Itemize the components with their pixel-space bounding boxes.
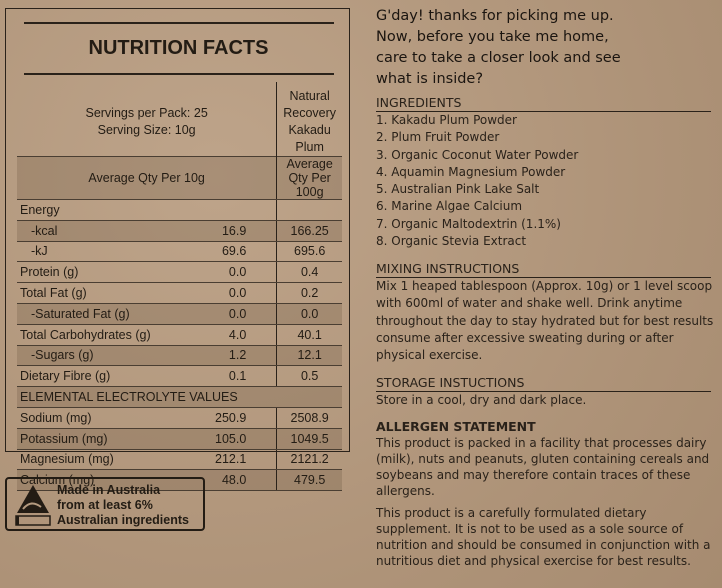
table-row: Energy	[17, 199, 342, 221]
value-per-100g: 2508.9	[276, 407, 342, 429]
ingredient-item: 3. Organic Coconut Water Powder	[376, 147, 579, 162]
serving-size: Serving Size: 10g	[97, 123, 196, 137]
value-per-serving: 0.0	[212, 261, 278, 284]
made-in-australia-badge: Made in Australia from at least 6% Austral…	[5, 477, 205, 531]
value-per-serving: 4.0	[212, 324, 278, 346]
greeting-line: G'day! thanks for picking me up.	[376, 8, 614, 24]
value-per-100g: 0.2	[276, 282, 342, 304]
value-per-serving: 250.9	[212, 407, 278, 429]
supplement-text: This product is a carefully formulated d…	[376, 506, 711, 568]
ingredients-title: INGREDIENTS	[376, 94, 711, 112]
value-per-serving: 1.2	[212, 345, 278, 367]
mixing-title: MIXING INSTRUCTIONS	[376, 260, 711, 278]
storage-title: STORAGE INSTUCTIONS	[376, 374, 711, 392]
storage-text: Store in a cool, dry and dark place.	[376, 393, 587, 407]
value-per-100g: 12.1	[276, 345, 342, 367]
value-per-100g	[276, 199, 342, 221]
nutrient-label: Energy	[17, 199, 212, 221]
table-row: Potassium (mg) 105.0 1049.5	[17, 428, 342, 450]
greeting-line: Now, before you take me home,	[376, 29, 609, 45]
badge-line3: Australian ingredients	[57, 513, 189, 527]
electrolyte-header: ELEMENTAL ELECTROLYTE VALUES	[17, 386, 342, 408]
greeting-line: care to take a closer look and see	[376, 50, 621, 66]
ingredient-item: 1. Kakadu Plum Powder	[376, 113, 517, 127]
col-per-100g: Average Qty Per 100g	[276, 156, 342, 200]
value-per-100g: 166.25	[276, 220, 342, 242]
table-row: Dietary Fibre (g) 0.1 0.5	[17, 365, 342, 388]
nutrition-table: Servings per Pack: 25 Serving Size: 10g N…	[17, 82, 342, 492]
value-per-serving: 69.6	[212, 241, 278, 263]
table-row: Total Fat (g) 0.0 0.2	[17, 282, 342, 304]
nutrient-label: Potassium (mg)	[17, 428, 212, 450]
table-row: Magnesium (mg) 212.1 2121.2	[17, 449, 342, 471]
nutrient-label: Magnesium (mg)	[17, 449, 212, 471]
ingredient-item: 4. Aquamin Magnesium Powder	[376, 164, 566, 179]
nutrient-label: -Sugars (g)	[17, 345, 212, 367]
nutrient-label: Protein (g)	[17, 261, 212, 284]
value-per-100g: 479.5	[276, 469, 342, 492]
value-per-serving: 212.1	[212, 449, 278, 471]
table-row: -Saturated Fat (g) 0.0 0.0	[17, 303, 342, 325]
nutrition-title: NUTRITION FACTS	[88, 37, 269, 59]
value-per-serving: 48.0	[212, 469, 278, 492]
value-per-100g: 0.5	[276, 365, 342, 388]
divider	[24, 22, 334, 24]
nutrient-label: Dietary Fibre (g)	[17, 365, 212, 388]
nutrition-facts-panel: NUTRITION FACTS Servings per Pack: 25 Ser…	[5, 8, 350, 492]
table-row: Sodium (mg) 250.9 2508.9	[17, 407, 342, 429]
table-header-row: Servings per Pack: 25 Serving Size: 10g N…	[17, 82, 342, 157]
value-per-serving: 16.9	[212, 220, 278, 242]
product-name-line1: Natural Recovery	[283, 89, 337, 120]
table-row: Total Carbohydrates (g) 4.0 40.1	[17, 324, 342, 346]
divider	[24, 73, 334, 75]
badge-line2: from at least 6%	[57, 498, 153, 512]
table-row: Calcium (mg) 48.0 479.5	[17, 469, 342, 492]
value-per-serving: 105.0	[212, 428, 278, 450]
greeting-line: what is inside?	[376, 71, 484, 87]
allergen-section: ALLERGEN STATEMENT This product is packe…	[376, 419, 716, 569]
kangaroo-triangle-icon	[15, 485, 51, 526]
value-per-100g: 2121.2	[276, 449, 342, 471]
value-per-100g: 0.0	[276, 303, 342, 325]
nutrient-label: Sodium (mg)	[17, 407, 212, 429]
mixing-text: Mix 1 heaped tablespoon (Approx. 10g) or…	[376, 279, 714, 363]
nutrient-label: Total Fat (g)	[17, 282, 212, 304]
table-row: Protein (g) 0.0 0.4	[17, 261, 342, 284]
value-per-100g: 40.1	[276, 324, 342, 346]
ingredient-item: 5. Australian Pink Lake Salt	[376, 182, 540, 197]
value-per-serving: 0.0	[212, 282, 278, 304]
ingredient-item: 7. Organic Maltodextrin (1.1%)	[376, 216, 561, 231]
nutrient-label: Calcium (mg)	[17, 469, 212, 492]
value-per-serving: 0.0	[212, 303, 278, 325]
ingredient-item: 8. Organic Stevia Extract	[376, 234, 527, 249]
allergen-text: This product is packed in a facility tha…	[376, 436, 710, 498]
mixing-section: MIXING INSTRUCTIONS Mix 1 heaped tablesp…	[376, 260, 716, 364]
nutrient-label: Total Carbohydrates (g)	[17, 324, 212, 346]
ingredient-item: 2. Plum Fruit Powder	[376, 130, 500, 145]
value-per-serving	[212, 199, 278, 221]
servings-per-pack: Servings per Pack: 25	[85, 106, 208, 120]
greeting: G'day! thanks for picking me up. Now, be…	[376, 6, 621, 90]
badge-line1: Made in Australia	[57, 483, 161, 497]
nutrient-label: -kJ	[17, 241, 212, 263]
ingredients-section: INGREDIENTS 1. Kakadu Plum Powder 2. Plum…	[376, 94, 716, 250]
ingredient-item: 6. Marine Algae Calcium	[376, 199, 523, 214]
storage-section: STORAGE INSTUCTIONS Store in a cool, dry…	[376, 374, 716, 409]
product-name-line2: Kakadu Plum	[288, 123, 331, 154]
nutrient-label: -kcal	[17, 220, 212, 242]
value-per-serving: 0.1	[212, 365, 278, 388]
table-row: -kcal 16.9 166.25	[17, 220, 342, 242]
nutrient-label: -Saturated Fat (g)	[17, 303, 212, 325]
table-row: -kJ 69.6 695.6	[17, 241, 342, 263]
electrolyte-header-row: ELEMENTAL ELECTROLYTE VALUES	[17, 386, 342, 408]
col-per-serving: Average Qty Per 10g	[17, 156, 278, 200]
value-per-100g: 0.4	[276, 261, 342, 284]
value-per-100g: 1049.5	[276, 428, 342, 450]
value-per-100g: 695.6	[276, 241, 342, 263]
table-row: -Sugars (g) 1.2 12.1	[17, 345, 342, 367]
column-header-row: Average Qty Per 10g Average Qty Per 100g	[17, 156, 342, 200]
allergen-title: ALLERGEN STATEMENT	[376, 419, 536, 434]
